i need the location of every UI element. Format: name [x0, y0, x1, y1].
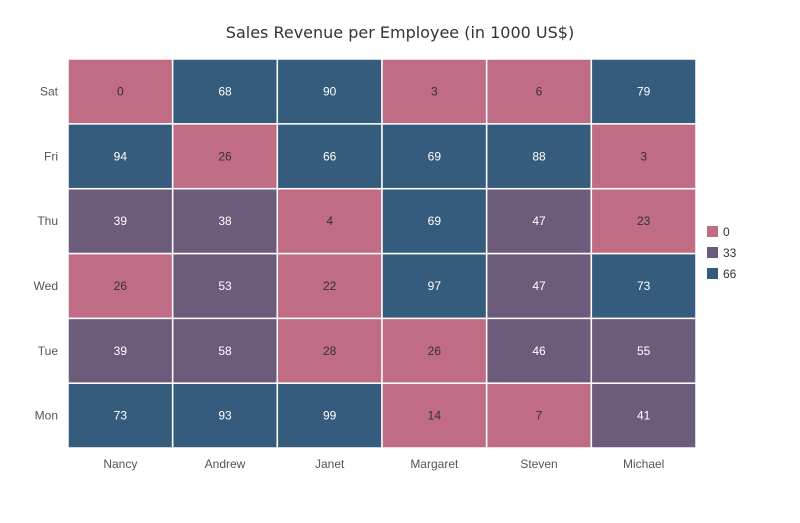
y-tick-label: Sat	[40, 84, 59, 98]
cell-value-label: 94	[114, 149, 128, 163]
cell-value-label: 28	[323, 344, 337, 358]
heatmap-cell[interactable]	[276, 317, 383, 384]
legend-swatch[interactable]	[707, 268, 718, 279]
legend-swatch[interactable]	[707, 226, 718, 237]
heatmap-cell[interactable]	[171, 317, 279, 384]
heatmap-cell[interactable]	[590, 187, 697, 255]
heatmap-cell[interactable]	[590, 58, 697, 125]
cell-value-label: 47	[532, 214, 546, 228]
cell-value-label: 14	[428, 409, 442, 423]
x-tick-label: Janet	[315, 457, 345, 471]
y-tick-label: Thu	[37, 214, 58, 228]
y-tick-label: Fri	[44, 149, 58, 163]
x-tick-label: Andrew	[205, 457, 246, 471]
cell-value-label: 0	[117, 84, 124, 98]
cell-value-label: 39	[114, 214, 128, 228]
cell-value-label: 93	[218, 409, 232, 423]
heatmap-cell[interactable]	[590, 317, 697, 384]
y-tick-label: Mon	[35, 409, 58, 423]
cell-value-label: 47	[532, 279, 546, 293]
heatmap-cell[interactable]	[590, 123, 697, 190]
heatmap-cell[interactable]	[381, 317, 488, 384]
cell-value-label: 3	[431, 84, 438, 98]
cell-value-label: 90	[323, 84, 337, 98]
cell-value-label: 58	[218, 344, 232, 358]
cell-value-label: 38	[218, 214, 232, 228]
x-tick-label: Steven	[520, 457, 557, 471]
heatmap-cell[interactable]	[590, 252, 697, 320]
cell-value-label: 26	[114, 279, 128, 293]
cell-value-label: 23	[637, 214, 651, 228]
heatmap-cell[interactable]	[67, 317, 174, 384]
heatmap-cell[interactable]	[485, 123, 593, 190]
heatmap-cell[interactable]	[590, 382, 697, 449]
cell-value-label: 26	[218, 149, 232, 163]
heatmap-cell[interactable]	[171, 187, 279, 255]
heatmap-cell[interactable]	[67, 187, 174, 255]
cell-value-label: 55	[637, 344, 651, 358]
x-axis-labels: Nancy Andrew Janet Margaret Steven Michael	[103, 457, 664, 471]
heatmap-cell[interactable]	[485, 382, 593, 449]
heatmap-cell[interactable]	[381, 252, 488, 320]
cell-value-label: 39	[114, 344, 128, 358]
heatmap-cell[interactable]	[485, 252, 593, 320]
cell-value-label: 41	[637, 409, 651, 423]
cell-value-label: 69	[428, 214, 442, 228]
cell-value-label: 88	[532, 149, 546, 163]
heatmap-cell[interactable]	[67, 123, 174, 190]
x-tick-label: Michael	[623, 457, 664, 471]
y-axis-labels: Mon Tue Wed Thu Fri Sat	[34, 84, 59, 422]
legend: 0 33 66	[707, 225, 737, 281]
cell-value-label: 99	[323, 409, 337, 423]
cell-value-label: 22	[323, 279, 337, 293]
heatmap-cell[interactable]	[381, 58, 488, 125]
cell-value-label: 26	[428, 344, 442, 358]
heatmap-cell[interactable]	[485, 187, 593, 255]
heatmap-cell[interactable]	[381, 123, 488, 190]
heatmap-cell[interactable]	[276, 187, 383, 255]
heatmap-cell[interactable]	[67, 58, 174, 125]
y-tick-label: Wed	[34, 279, 58, 293]
cell-value-label: 97	[428, 279, 442, 293]
heatmap-cell[interactable]	[276, 123, 383, 190]
cell-value-label: 73	[637, 279, 651, 293]
chart-title: Sales Revenue per Employee (in 1000 US$)	[226, 23, 574, 42]
cell-value-label: 4	[326, 214, 333, 228]
legend-label: 0	[723, 225, 730, 239]
cell-value-label: 68	[218, 84, 232, 98]
x-tick-label: Nancy	[103, 457, 137, 471]
cell-value-label: 3	[640, 149, 647, 163]
cell-value-label: 66	[323, 149, 337, 163]
heatmap-cell[interactable]	[485, 58, 593, 125]
cell-value-label: 53	[218, 279, 232, 293]
cell-value-label: 46	[532, 344, 546, 358]
legend-label: 66	[723, 267, 737, 281]
legend-label: 33	[723, 246, 737, 260]
legend-swatch[interactable]	[707, 247, 718, 258]
x-tick-label: Margaret	[410, 457, 459, 471]
cell-value-label: 69	[428, 149, 442, 163]
cell-value-label: 73	[114, 409, 128, 423]
heatmap-cell[interactable]	[67, 252, 174, 320]
y-tick-label: Tue	[38, 344, 59, 358]
cell-value-label: 7	[536, 409, 543, 423]
cell-value-label: 79	[637, 84, 651, 98]
cell-value-label: 6	[536, 84, 543, 98]
heatmap-cell[interactable]	[171, 382, 279, 449]
heatmap-cell[interactable]	[67, 382, 174, 449]
